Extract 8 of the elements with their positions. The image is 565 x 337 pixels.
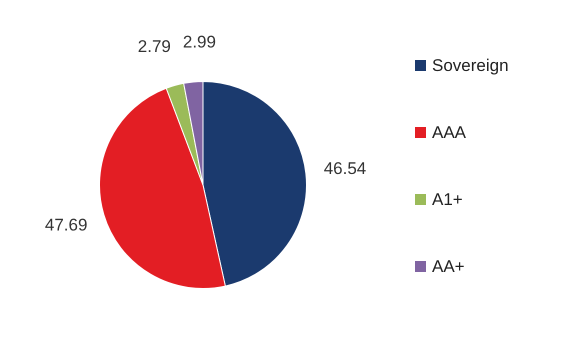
data-label: 2.99 xyxy=(182,32,216,52)
data-label: 47.69 xyxy=(44,216,88,235)
data-label: 46.54 xyxy=(324,159,366,178)
legend-label: A1+ xyxy=(432,190,463,210)
legend-label: AAA xyxy=(432,122,466,142)
legend-label: Sovereign xyxy=(432,56,509,76)
legend-label: AA+ xyxy=(432,256,465,276)
data-label: 2.79 xyxy=(138,37,171,56)
